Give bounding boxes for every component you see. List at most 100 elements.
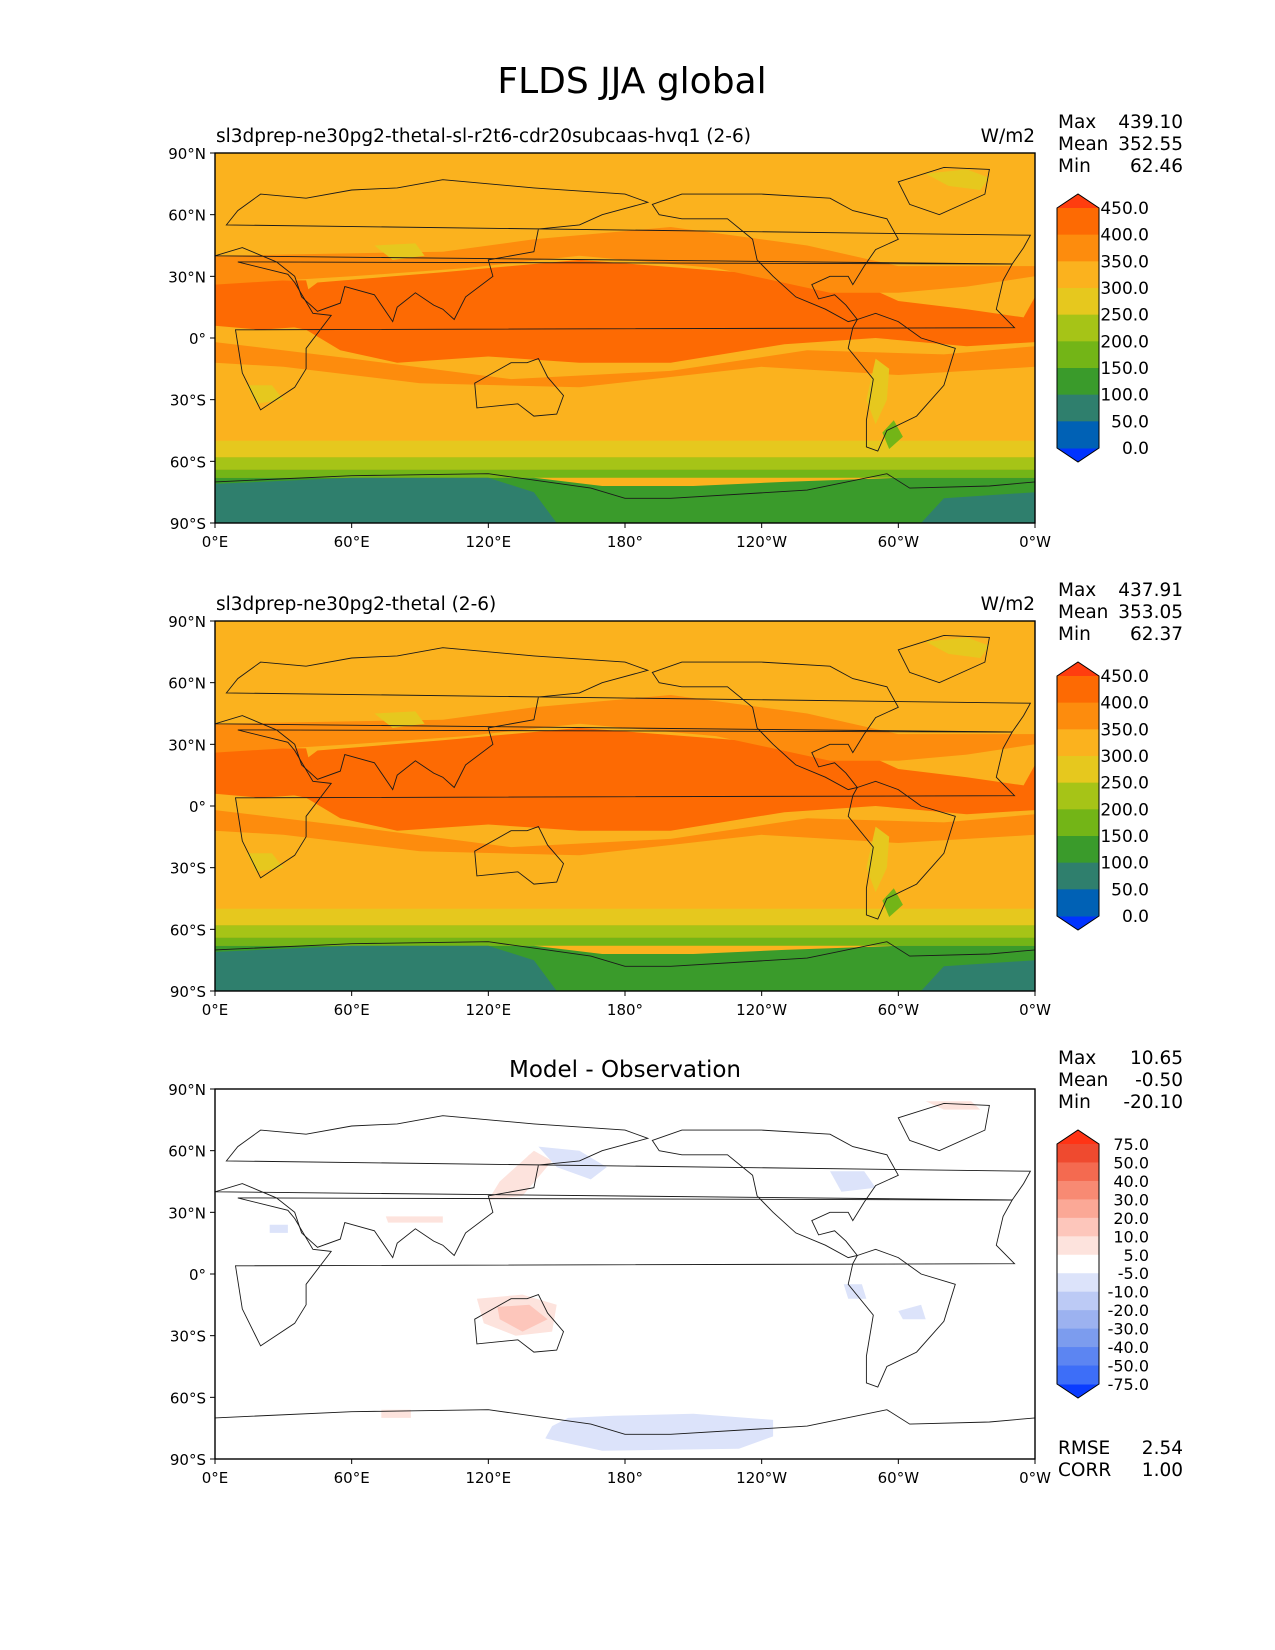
coast-antarctica (215, 1409, 1035, 1459)
contour-fill (925, 1101, 981, 1110)
colorbar-tick-label: 50.0 (1111, 412, 1149, 432)
colorbar-bin (1057, 421, 1099, 449)
colorbar-bin (1057, 889, 1099, 917)
coast-eurasia (215, 647, 1032, 791)
colorbar-tick-label: 450.0 (1100, 667, 1149, 687)
contour-fill (269, 1224, 288, 1233)
stat-label: Min (1058, 1092, 1091, 1113)
coast-australia (474, 826, 565, 885)
stat-value: 62.46 (1130, 156, 1183, 177)
contour-fill (215, 457, 1035, 470)
colorbar-extend-min (1057, 1384, 1099, 1398)
coast-greenland (897, 1102, 990, 1152)
colorbar-bin (1057, 1144, 1099, 1163)
y-tick-label: 0° (189, 1266, 206, 1284)
contour-fill (215, 925, 1035, 938)
map-background (215, 1089, 1035, 1459)
stat-label: Max (1058, 1048, 1096, 1069)
map-area (215, 1089, 1035, 1459)
coast-eurasia (215, 1115, 1032, 1259)
contour-fill (374, 243, 425, 260)
colorbar-tick-label: -5.0 (1118, 1264, 1149, 1283)
colorbar-extend-max (1057, 1130, 1099, 1144)
x-tick-label: 60°E (334, 1469, 370, 1487)
colorbar-bin (1057, 1254, 1099, 1274)
x-tick-label: 180° (607, 1469, 643, 1487)
coast-north-america (651, 1129, 899, 1259)
x-tick-label: 120°E (466, 1469, 512, 1487)
map-area (215, 153, 1035, 523)
y-tick-label: 60°S (170, 921, 206, 939)
coast-eurasia (215, 179, 1032, 323)
y-tick-label: 90°N (168, 613, 206, 631)
colorbar-bin (1057, 234, 1099, 262)
panel-2: sl3dprep-ne30pg2-thetal (2-6) W/m2 0°E 60°E… (168, 580, 1183, 1019)
coast-greenland (897, 166, 990, 216)
contour-fill (215, 342, 1035, 388)
contour-fill (381, 1409, 411, 1418)
colorbar-tick-label: 350.0 (1100, 720, 1149, 740)
colorbar-tick-label: -20.0 (1108, 1301, 1149, 1320)
colorbar-tick-label: 200.0 (1100, 800, 1149, 820)
panel-title: Model - Observation (509, 1057, 741, 1083)
stat-value: 10.65 (1130, 1048, 1183, 1069)
contour-fill (545, 1413, 774, 1451)
colorbar-tick-label: 400.0 (1100, 226, 1149, 246)
panels: sl3dprep-ne30pg2-thetal-sl-r2t6-cdr20sub… (168, 112, 1183, 1487)
y-tick-label: 60°N (168, 1143, 206, 1161)
contour-fill (246, 385, 284, 404)
contour-fill (215, 748, 318, 798)
stat-value: 437.91 (1118, 580, 1183, 601)
contour-fill (497, 1304, 548, 1332)
contour-fill (925, 169, 990, 190)
panel-units: W/m2 (981, 126, 1035, 147)
colorbar-bin (1057, 809, 1099, 837)
y-tick-label: 60°N (168, 675, 206, 693)
panel-title: sl3dprep-ne30pg2-thetal (2-6) (216, 594, 496, 615)
colorbar-tick-label: 350.0 (1100, 252, 1149, 272)
colorbar-extend-min (1057, 448, 1099, 462)
colorbar-bin (1057, 862, 1099, 890)
colorbar-bin (1057, 836, 1099, 864)
colorbar-bin (1057, 729, 1099, 757)
x-tick-label: 0°W (1019, 1001, 1051, 1019)
panel-units: W/m2 (981, 594, 1035, 615)
contour-fill (921, 492, 1035, 523)
contour-fill (374, 711, 425, 728)
colorbar-tick-label: 250.0 (1100, 774, 1149, 794)
coast-south-america (847, 1248, 956, 1388)
stat-value: 352.55 (1118, 134, 1183, 155)
colorbar-tick-label: 200.0 (1100, 332, 1149, 352)
contour-fill (921, 960, 1035, 991)
contour-fill (488, 1150, 553, 1200)
coast-north-america (651, 661, 899, 791)
stat-label: Mean (1058, 1070, 1108, 1091)
coast-north-america (651, 193, 899, 323)
y-tick-label: 60°S (170, 1389, 206, 1407)
y-tick-label: 30°S (170, 392, 206, 410)
x-tick-label: 120°W (736, 1469, 787, 1487)
colorbar-tick-label: 30.0 (1113, 1190, 1149, 1209)
contour-fill (215, 389, 1035, 441)
colorbar-tick-label: 300.0 (1100, 747, 1149, 767)
contour-fill (898, 1304, 926, 1320)
contour-fill (215, 469, 1035, 478)
coast-greenland (897, 634, 990, 684)
coast-south-america (847, 312, 956, 452)
contour-fill (385, 1216, 443, 1223)
colorbar-tick-label: -40.0 (1108, 1338, 1149, 1357)
colorbar-bin (1057, 208, 1099, 236)
stat-label: Max (1058, 580, 1096, 601)
contour-fill (843, 1284, 867, 1299)
coast-africa (234, 729, 1016, 879)
colorbar-bin (1057, 1365, 1099, 1385)
stat-value: 353.05 (1118, 602, 1183, 623)
colorbar-tick-label: 150.0 (1100, 359, 1149, 379)
contour-fill (215, 945, 557, 991)
contour-fill (866, 826, 890, 893)
contour-fill (215, 440, 1035, 458)
metric-label: CORR (1058, 1460, 1111, 1481)
x-tick-label: 0°W (1019, 533, 1051, 551)
contour-fill (215, 810, 1035, 856)
x-tick-label: 60°W (878, 1001, 920, 1019)
